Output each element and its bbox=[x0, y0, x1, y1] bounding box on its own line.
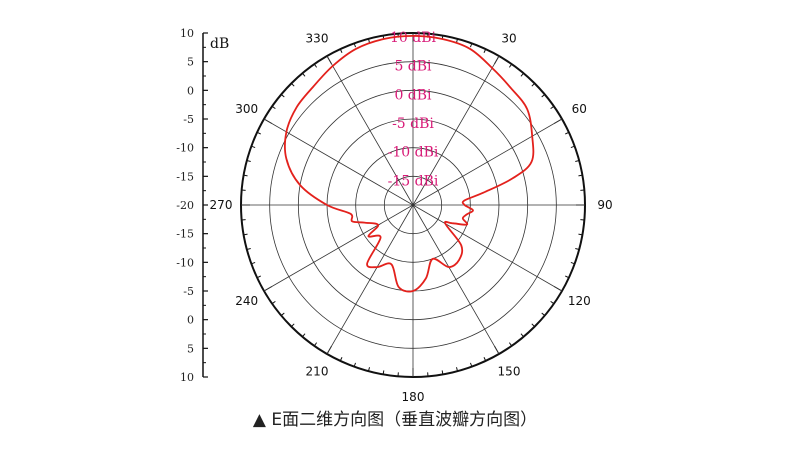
outer-ring-tick bbox=[520, 72, 524, 77]
angle-label: 60 bbox=[572, 102, 587, 116]
outer-ring-tick bbox=[368, 367, 371, 372]
angle-labels: 30 60 90 120 150 180 210 240 270 300 330 bbox=[210, 32, 613, 404]
outer-ring-tick bbox=[313, 63, 318, 68]
outer-ring-tick bbox=[271, 300, 276, 305]
outer-ring-tick bbox=[243, 174, 248, 177]
radial-unit-label: dB bbox=[210, 36, 229, 52]
outer-ring-tick bbox=[302, 333, 306, 338]
outer-ring-tick bbox=[531, 323, 535, 327]
radial-axis-tick-label: -10 bbox=[176, 256, 194, 269]
outer-ring-tick bbox=[302, 72, 306, 77]
outer-ring-tick bbox=[575, 247, 580, 250]
outer-ring-tick bbox=[483, 357, 487, 362]
outer-ring-tick bbox=[368, 38, 371, 43]
grid-spoke bbox=[412, 55, 500, 206]
outer-ring-tick bbox=[256, 275, 261, 279]
outer-ring-tick bbox=[280, 312, 285, 316]
outer-ring-tick bbox=[469, 362, 473, 367]
radial-axis-tick-label: 10 bbox=[180, 371, 194, 384]
outer-ring-tick bbox=[313, 342, 318, 347]
grid-spokes bbox=[241, 33, 585, 377]
outer-ring-tick bbox=[251, 145, 256, 149]
angle-label: 30 bbox=[501, 32, 516, 46]
angle-label: 240 bbox=[235, 294, 258, 308]
outer-ring-tick bbox=[550, 105, 555, 110]
outer-ring-tick bbox=[441, 370, 444, 375]
outer-ring-tick bbox=[575, 160, 580, 163]
outer-ring-tick bbox=[469, 43, 473, 48]
radial-axis-tick-label: -5 bbox=[183, 113, 194, 126]
outer-ring-tick bbox=[382, 370, 385, 375]
grid-spoke bbox=[412, 204, 563, 292]
radial-axis-tick-label: 5 bbox=[187, 342, 194, 355]
outer-ring-tick bbox=[508, 342, 513, 347]
outer-ring-tick bbox=[339, 48, 343, 53]
outer-ring-tick bbox=[339, 357, 343, 362]
figure-caption: ▲ E面二维方向图（垂直波瓣方向图） bbox=[252, 410, 538, 430]
grid-spoke bbox=[263, 204, 414, 292]
grid-spoke bbox=[326, 204, 414, 355]
angle-label: 90 bbox=[597, 198, 612, 212]
outer-ring-tick bbox=[578, 174, 583, 177]
radial-axis-tick-label: -5 bbox=[183, 285, 194, 298]
outer-ring-tick bbox=[256, 131, 261, 135]
grid-spoke bbox=[326, 55, 414, 206]
outer-ring-tick bbox=[541, 94, 546, 98]
angle-label: 270 bbox=[210, 198, 233, 212]
outer-ring-tick bbox=[550, 300, 555, 305]
outer-ring-tick bbox=[483, 48, 487, 53]
outer-ring-tick bbox=[531, 83, 535, 87]
outer-ring-tick bbox=[243, 233, 248, 236]
ring-label: 5 dBi bbox=[394, 59, 432, 75]
radial-axis-tick-label: 5 bbox=[187, 56, 194, 69]
radial-axis-tick-label: -20 bbox=[176, 199, 194, 212]
outer-ring-tick bbox=[541, 312, 546, 316]
outer-ring-tick bbox=[455, 367, 458, 372]
angle-label: 150 bbox=[498, 364, 521, 378]
angle-label: 120 bbox=[568, 294, 591, 308]
outer-ring-tick bbox=[291, 323, 295, 327]
angle-label: 210 bbox=[306, 364, 329, 378]
grid-spoke bbox=[412, 204, 500, 355]
radial-axis-tick-label: -10 bbox=[176, 142, 194, 155]
radial-axis-tick-label: -15 bbox=[176, 170, 194, 183]
ring-label: 0 dBi bbox=[394, 87, 432, 103]
ring-label: -15 dBi bbox=[388, 173, 439, 189]
angle-label: 330 bbox=[306, 32, 329, 46]
outer-ring-tick bbox=[246, 160, 251, 163]
outer-ring-tick bbox=[508, 63, 513, 68]
radial-axis-tick-label: -15 bbox=[176, 228, 194, 241]
outer-ring-tick bbox=[565, 131, 570, 135]
outer-ring-tick bbox=[280, 94, 285, 98]
outer-ring-tick bbox=[251, 261, 256, 265]
grid-spoke bbox=[263, 118, 414, 206]
radial-axis: 10 5 0 -5 -10 -15 -20 -15 -10 -5 0 5 10 bbox=[176, 27, 208, 384]
grid-spoke bbox=[412, 118, 563, 206]
ring-label: -5 dBi bbox=[392, 116, 434, 132]
series-layer bbox=[284, 35, 535, 293]
outer-ring-tick bbox=[246, 247, 251, 250]
outer-ring-tick bbox=[291, 83, 295, 87]
outer-ring-tick bbox=[570, 261, 575, 265]
outer-ring-tick bbox=[578, 233, 583, 236]
angle-label: 180 bbox=[402, 390, 425, 404]
ring-label: 10 dBi bbox=[390, 30, 437, 46]
ring-labels: 10 dBi 5 dBi 0 dBi -5 dBi -10 dBi -15 dBi bbox=[388, 30, 439, 189]
outer-ring-tick bbox=[271, 105, 276, 110]
series-line bbox=[284, 35, 535, 293]
outer-ring-tick bbox=[520, 333, 524, 338]
outer-ring-tick bbox=[565, 275, 570, 279]
outer-ring-tick bbox=[570, 145, 575, 149]
radial-axis-tick-label: 10 bbox=[180, 27, 194, 40]
ring-label: -10 dBi bbox=[388, 145, 439, 161]
angle-label: 300 bbox=[235, 102, 258, 116]
outer-ring-tick bbox=[353, 43, 357, 48]
radial-axis-tick-label: 0 bbox=[187, 84, 194, 97]
outer-ring-tick bbox=[353, 362, 357, 367]
radial-axis-tick-label: 0 bbox=[187, 314, 194, 327]
